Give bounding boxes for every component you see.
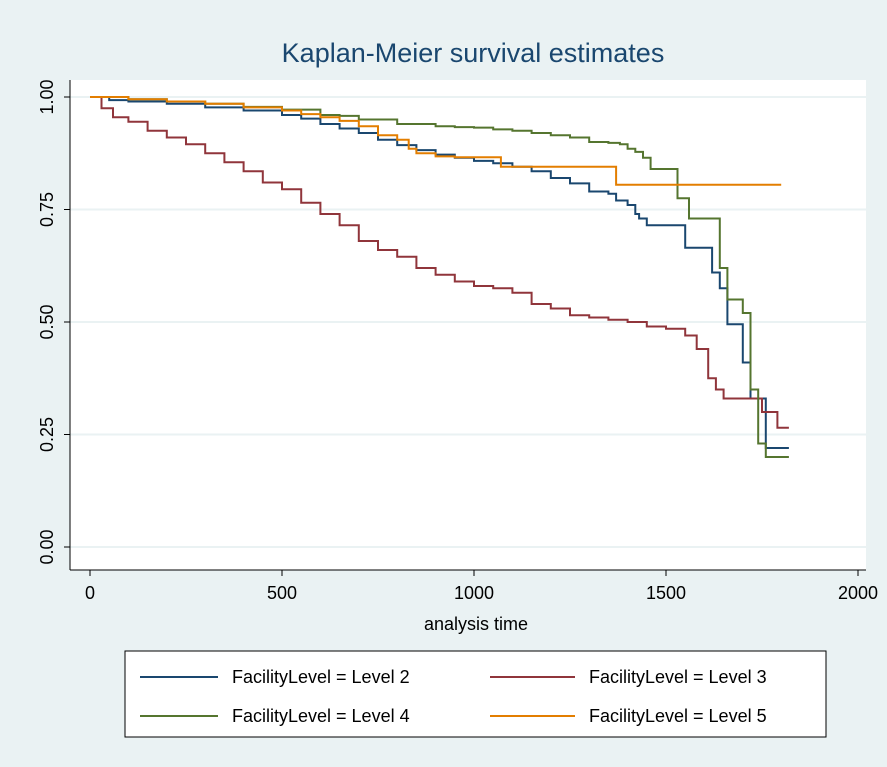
x-tick-label: 0 xyxy=(85,583,95,603)
y-tick-label: 1.00 xyxy=(37,79,57,114)
chart-title: Kaplan-Meier survival estimates xyxy=(282,38,665,68)
legend: FacilityLevel = Level 2 FacilityLevel = L… xyxy=(124,650,827,738)
axes: 0.00 0.25 0.50 0.75 1.00 0 500 1000 1500 2000 xyxy=(37,79,878,603)
y-tick-label: 0.00 xyxy=(37,529,57,564)
y-tick-label: 0.75 xyxy=(37,192,57,227)
plot-area xyxy=(70,80,866,570)
x-tick-label: 2000 xyxy=(838,583,878,603)
y-tick-label: 0.50 xyxy=(37,304,57,339)
x-tick-label: 1000 xyxy=(454,583,494,603)
x-axis-label: analysis time xyxy=(424,614,528,634)
legend-box xyxy=(124,650,827,738)
y-tick-label: 0.25 xyxy=(37,417,57,452)
legend-label-1: FacilityLevel = Level 2 xyxy=(232,667,410,687)
gridlines xyxy=(70,96,866,548)
series-line-4 xyxy=(90,96,782,186)
legend-label-3: FacilityLevel = Level 4 xyxy=(232,706,410,726)
series-line-2 xyxy=(90,96,789,429)
series-line-1 xyxy=(90,96,789,449)
series-line-3 xyxy=(90,96,789,458)
legend-label-4: FacilityLevel = Level 5 xyxy=(589,706,767,726)
x-tick-label: 500 xyxy=(267,583,297,603)
x-tick-label: 1500 xyxy=(646,583,686,603)
series-lines xyxy=(90,96,789,458)
legend-label-2: FacilityLevel = Level 3 xyxy=(589,667,767,687)
